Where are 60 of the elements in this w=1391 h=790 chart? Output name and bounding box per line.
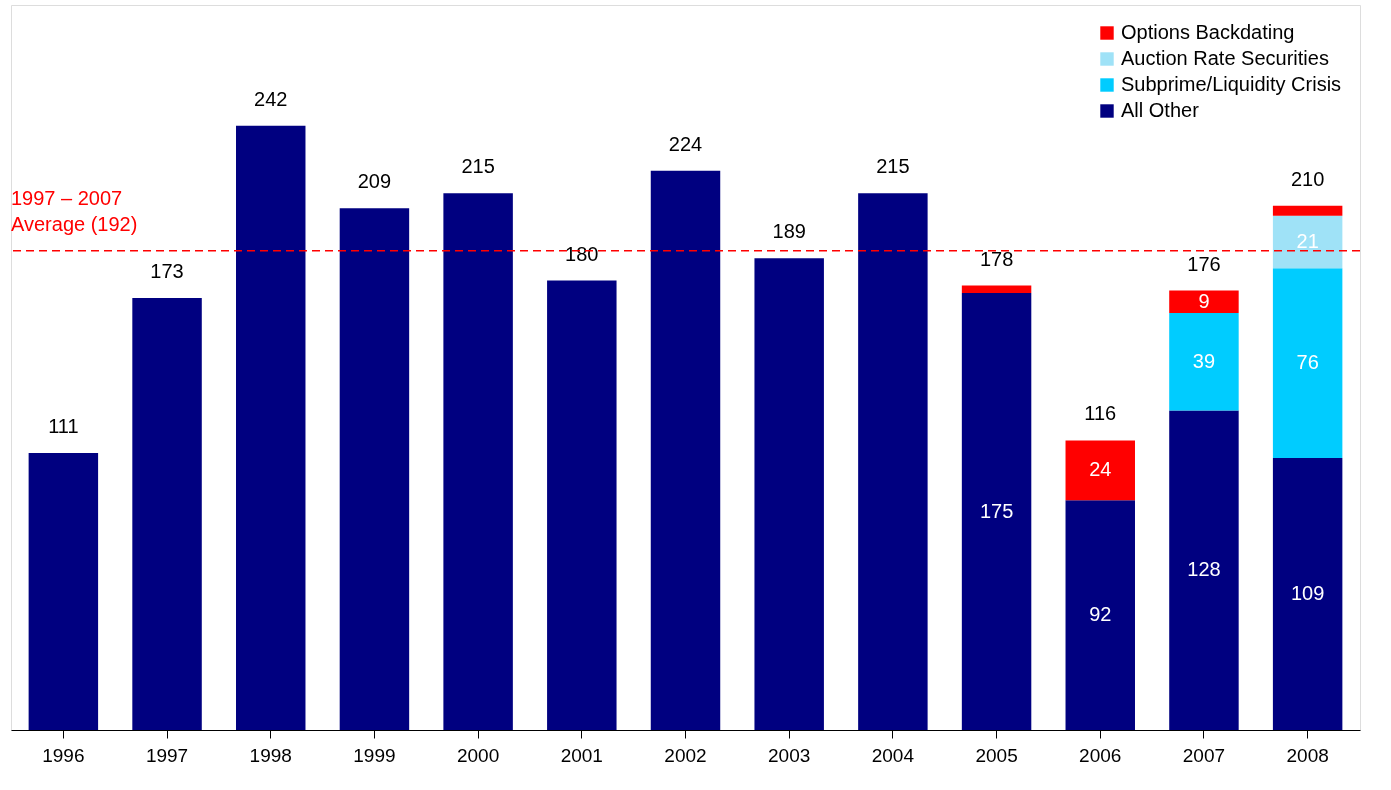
total-label: 180 — [565, 242, 599, 265]
total-label: 224 — [668, 132, 703, 155]
bar — [28, 452, 99, 730]
x-tick-label: 1998 — [249, 744, 292, 766]
total-label: 242 — [254, 87, 288, 110]
bar — [961, 285, 1032, 294]
bar — [650, 170, 721, 730]
data-label: 128 — [1187, 558, 1221, 581]
bar — [1169, 290, 1239, 314]
x-tick-label: 1999 — [353, 744, 396, 766]
total-label: 210 — [1290, 167, 1325, 190]
bar — [1272, 205, 1343, 216]
bar — [1272, 457, 1343, 730]
x-tick-label: 2000 — [456, 744, 500, 766]
total-label: 173 — [150, 260, 184, 283]
data-label: 109 — [1290, 581, 1325, 604]
bar — [1065, 440, 1135, 501]
bar — [132, 298, 202, 730]
x-tick-label: 2003 — [768, 744, 811, 766]
total-label: 116 — [1084, 402, 1117, 425]
data-label: 175 — [979, 499, 1014, 522]
data-label: 9 — [1198, 289, 1210, 312]
bar — [1169, 410, 1239, 730]
data-label: 76 — [1296, 351, 1319, 374]
ref-line-label: 1997 – 2007 Average (192) — [11, 186, 138, 235]
bar — [961, 293, 1032, 730]
x-tick-label: 2006 — [1079, 744, 1122, 766]
bar — [547, 280, 617, 730]
bar — [1272, 268, 1343, 458]
x-tick-label: 2004 — [871, 744, 915, 766]
bar — [1169, 313, 1239, 411]
bar — [1065, 500, 1135, 730]
legend-label: Auction Rate Securities — [1121, 47, 1329, 69]
legend-label: Options Backdating — [1121, 21, 1295, 43]
total-label: 209 — [357, 170, 392, 193]
x-tick-label: 2001 — [560, 744, 603, 766]
total-label: 189 — [772, 220, 806, 243]
total-label: 176 — [1187, 252, 1221, 275]
total-label: 215 — [461, 155, 495, 178]
x-tick-label: 2002 — [664, 744, 707, 766]
x-tick-label: 2008 — [1286, 744, 1329, 766]
x-tick-label: 1997 — [145, 744, 189, 766]
x-tick-label: 2007 — [1182, 744, 1226, 766]
legend-label: Subprime/Liquidity Crisis — [1121, 73, 1342, 95]
x-tick-label: 1996 — [42, 744, 85, 766]
bar — [858, 193, 928, 730]
bar — [236, 125, 306, 730]
total-label: 111 — [48, 414, 79, 437]
data-label: 21 — [1296, 229, 1319, 252]
bar — [339, 208, 410, 730]
data-label: 24 — [1089, 458, 1112, 481]
bar — [1272, 215, 1343, 269]
x-tick-label: 2005 — [975, 744, 1018, 766]
data-label: 39 — [1192, 349, 1216, 372]
data-label: 92 — [1089, 603, 1112, 626]
total-label: 215 — [876, 155, 910, 178]
total-label: 178 — [979, 247, 1014, 270]
bar — [754, 258, 824, 730]
legend-label: All Other — [1121, 99, 1200, 121]
bar — [443, 193, 513, 730]
